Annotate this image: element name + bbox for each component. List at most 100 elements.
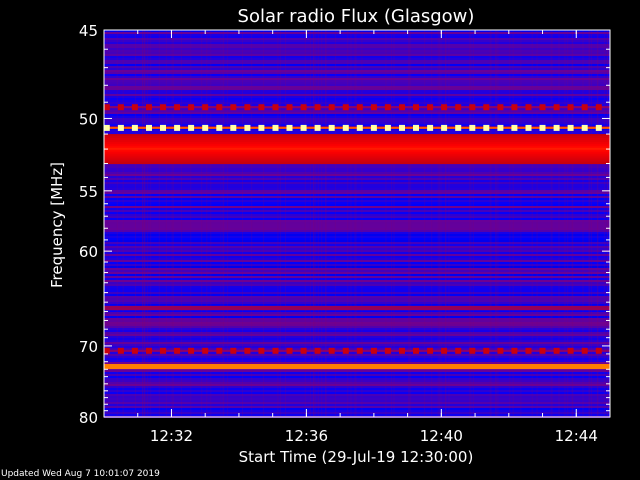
spectrogram-streak — [391, 30, 393, 417]
spectrogram-streak — [469, 30, 471, 417]
spectrogram-streak — [144, 30, 146, 417]
spectrogram-row — [104, 338, 610, 340]
pulse-mark — [174, 124, 181, 131]
spectrogram-streak — [280, 30, 282, 417]
spectrogram-row — [104, 96, 610, 98]
spectrogram-row — [104, 390, 610, 392]
spectrogram-streak — [497, 30, 499, 417]
band-row — [104, 159, 610, 163]
y-tick-label: 70 — [79, 338, 98, 356]
spectrogram-streak — [355, 30, 357, 417]
spectrogram-row — [104, 186, 610, 188]
pulse-mark — [525, 104, 532, 111]
spectrogram-row — [104, 262, 610, 264]
spectrogram-row — [104, 166, 610, 168]
spectrogram-row — [104, 302, 610, 304]
axes: 45 50 55 60 70 80 12:32 12:36 12:40 12:44 — [79, 22, 611, 445]
spectrogram-row — [104, 38, 610, 40]
spectrogram-row — [104, 172, 610, 174]
spectrogram-row — [104, 132, 610, 134]
spectrogram-row — [104, 340, 610, 342]
band-row — [104, 307, 610, 311]
spectrogram-row — [104, 70, 610, 72]
spectrogram-streak — [313, 30, 315, 417]
pulse-mark — [427, 104, 434, 111]
spectrogram-streak — [551, 30, 553, 417]
spectrogram-row — [104, 42, 610, 44]
pulse-mark — [188, 124, 195, 131]
pulse-mark — [328, 347, 335, 354]
spectrogram-streak — [361, 30, 363, 417]
spectrogram-row — [104, 356, 610, 358]
spectrogram-row — [104, 206, 610, 208]
spectrogram-row — [104, 32, 610, 34]
spectrogram-streak — [490, 30, 492, 417]
spectrogram-row — [104, 112, 610, 114]
spectrogram-streak — [437, 30, 439, 417]
spectrogram-row — [104, 114, 610, 116]
pulse-mark — [469, 124, 476, 131]
pulse-mark — [567, 104, 574, 111]
band-row — [104, 134, 610, 137]
pulse-mark — [258, 347, 265, 354]
pulse-mark — [469, 347, 476, 354]
spectrogram-streak — [408, 30, 410, 417]
pulse-mark — [244, 124, 251, 131]
spectrogram-row — [104, 386, 610, 388]
spectrogram-row — [104, 246, 610, 248]
spectrogram-row — [104, 62, 610, 64]
spectrogram-row — [104, 412, 610, 414]
spectrogram-row — [104, 30, 610, 32]
pulse-mark — [553, 124, 560, 131]
spectrogram-row — [104, 294, 610, 296]
pulse-mark — [286, 104, 293, 111]
pulse-mark — [356, 347, 363, 354]
band-row — [104, 157, 610, 161]
pulse-mark — [455, 347, 462, 354]
spectrogram-row — [104, 68, 610, 70]
pulse-mark — [174, 347, 181, 354]
spectrogram-streak — [223, 30, 225, 417]
spectrogram-row — [104, 318, 610, 320]
spectrogram-row — [104, 80, 610, 82]
spectrogram-row — [104, 184, 610, 186]
spectrogram-streak — [472, 30, 474, 417]
spectrogram-row — [104, 210, 610, 212]
band-row — [104, 366, 610, 370]
spectrogram-row — [104, 52, 610, 54]
spectrogram-streak — [317, 30, 319, 417]
spectrogram-row — [104, 324, 610, 326]
spectrogram-row — [104, 264, 610, 266]
spectrogram-row — [104, 394, 610, 396]
spectrogram-streak — [604, 30, 606, 417]
pulse-mark — [216, 347, 223, 354]
spectrogram-row — [104, 174, 610, 176]
spectrogram-streak — [591, 30, 592, 417]
spectrogram-row — [104, 330, 610, 332]
pulse-mark — [188, 104, 195, 111]
spectrogram-streak — [251, 30, 253, 417]
spectrogram-row — [104, 388, 610, 390]
spectrogram-streak — [588, 30, 590, 417]
pulse-mark — [314, 104, 321, 111]
spectrogram-row — [104, 178, 610, 180]
spectrogram-streak — [350, 30, 352, 417]
spectrogram-streak — [304, 30, 306, 417]
pulse-mark — [272, 124, 279, 131]
spectrogram-row — [104, 100, 610, 102]
pulse-mark — [258, 104, 265, 111]
spectrogram-row — [104, 398, 610, 400]
pulse-mark — [567, 124, 574, 131]
pulse-mark — [160, 124, 166, 131]
spectrogram-streak — [410, 30, 412, 417]
spectrogram-row — [104, 202, 610, 204]
pulse-mark — [146, 104, 152, 111]
spectrogram-row — [104, 182, 610, 184]
spectrogram-row — [104, 40, 610, 42]
spectrogram-row — [104, 282, 610, 284]
pulse-mark — [441, 124, 448, 131]
spectrogram-row — [104, 254, 610, 256]
spectrogram-streak — [309, 30, 311, 417]
spectrogram-row — [104, 400, 610, 402]
spectrogram-row — [104, 248, 610, 250]
